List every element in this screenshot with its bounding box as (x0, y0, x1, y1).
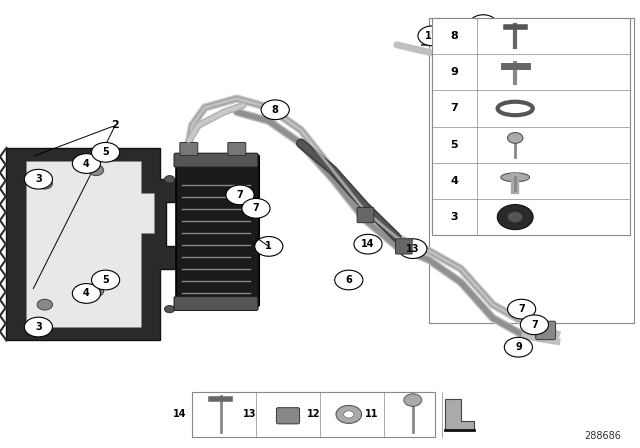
FancyBboxPatch shape (276, 408, 300, 424)
Circle shape (508, 299, 536, 319)
Circle shape (508, 133, 523, 143)
Text: 7: 7 (531, 320, 538, 330)
Circle shape (336, 405, 362, 423)
Text: 5: 5 (102, 275, 109, 285)
Text: 2: 2 (111, 121, 119, 130)
Text: 12: 12 (476, 20, 490, 30)
Text: 6: 6 (346, 275, 352, 285)
Circle shape (37, 178, 52, 189)
Text: 7: 7 (237, 190, 243, 200)
FancyBboxPatch shape (432, 18, 630, 235)
Circle shape (399, 239, 427, 258)
Circle shape (404, 394, 422, 406)
Circle shape (504, 337, 532, 357)
Text: 5: 5 (451, 140, 458, 150)
Circle shape (72, 154, 100, 173)
Circle shape (242, 198, 270, 218)
Text: 7: 7 (253, 203, 259, 213)
FancyBboxPatch shape (536, 321, 556, 340)
FancyBboxPatch shape (176, 155, 259, 307)
Circle shape (24, 317, 52, 337)
Circle shape (354, 234, 382, 254)
Circle shape (72, 284, 100, 303)
Text: 8: 8 (451, 31, 458, 41)
Text: 4: 4 (451, 176, 458, 186)
Circle shape (164, 176, 175, 183)
Text: 8: 8 (272, 105, 278, 115)
Circle shape (226, 185, 254, 205)
Polygon shape (445, 399, 474, 430)
Circle shape (255, 237, 283, 256)
Circle shape (344, 411, 354, 418)
Text: 3: 3 (451, 212, 458, 222)
Circle shape (92, 142, 120, 162)
Circle shape (24, 169, 52, 189)
Text: 4: 4 (83, 289, 90, 298)
Circle shape (520, 315, 548, 335)
Circle shape (508, 212, 523, 223)
Circle shape (92, 270, 120, 290)
FancyBboxPatch shape (180, 142, 198, 155)
Text: 14: 14 (361, 239, 375, 249)
Text: 7: 7 (451, 103, 458, 113)
FancyBboxPatch shape (429, 18, 634, 323)
Text: 14: 14 (172, 409, 186, 419)
Circle shape (37, 299, 52, 310)
Text: 9: 9 (515, 342, 522, 352)
Circle shape (164, 306, 175, 313)
Circle shape (335, 270, 363, 290)
Circle shape (469, 15, 497, 34)
Circle shape (261, 100, 289, 120)
Text: 12: 12 (307, 409, 321, 419)
FancyBboxPatch shape (228, 142, 246, 155)
Polygon shape (26, 161, 154, 327)
Text: 3: 3 (35, 174, 42, 184)
Circle shape (497, 205, 533, 230)
Text: 288686: 288686 (584, 431, 621, 441)
FancyBboxPatch shape (396, 239, 412, 254)
Text: 13: 13 (406, 244, 420, 254)
Circle shape (88, 286, 104, 297)
Text: 1: 1 (266, 241, 272, 251)
FancyBboxPatch shape (174, 153, 258, 167)
Text: 4: 4 (83, 159, 90, 168)
Text: 11: 11 (425, 31, 439, 41)
FancyBboxPatch shape (357, 207, 374, 223)
Text: 3: 3 (35, 322, 42, 332)
Text: 5: 5 (102, 147, 109, 157)
Text: -10: -10 (483, 51, 500, 61)
Ellipse shape (501, 173, 530, 182)
Text: 13: 13 (243, 409, 257, 419)
FancyBboxPatch shape (174, 297, 258, 310)
FancyBboxPatch shape (192, 392, 435, 437)
Text: 7: 7 (518, 304, 525, 314)
Text: 11: 11 (364, 409, 378, 419)
Polygon shape (6, 148, 179, 340)
Circle shape (418, 26, 446, 46)
Text: 9: 9 (451, 67, 458, 77)
Circle shape (88, 165, 104, 176)
